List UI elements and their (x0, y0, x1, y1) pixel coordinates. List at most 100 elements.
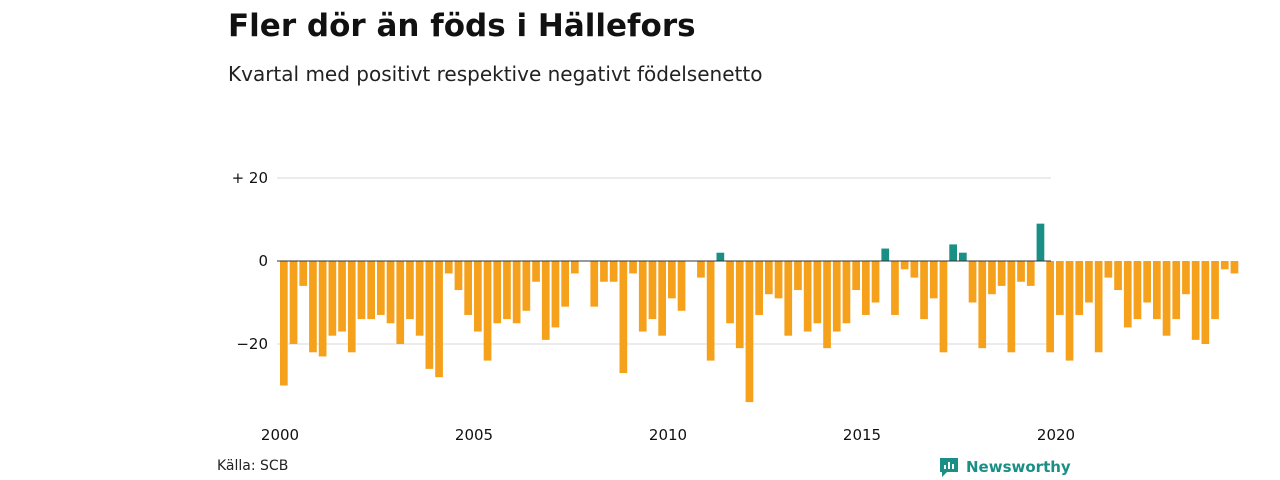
bar-negative (988, 261, 996, 295)
bar-negative (386, 261, 395, 324)
newsworthy-brand[interactable]: Newsworthy (938, 456, 1071, 478)
bar-negative (309, 261, 317, 353)
bars (280, 223, 1239, 403)
x-tick-label: 2005 (455, 426, 493, 444)
chart-title: Fler dör än föds i Hällefors (228, 8, 696, 44)
bar-negative (600, 261, 608, 282)
bar-negative (745, 261, 754, 403)
bar-negative (590, 261, 599, 307)
bar-negative (842, 261, 851, 324)
x-tick-label: 2020 (1037, 426, 1075, 444)
bar-negative (1230, 261, 1239, 274)
bar-negative (1211, 261, 1219, 320)
bar-negative (803, 261, 812, 332)
bar-negative (522, 261, 531, 311)
bar-positive (716, 252, 725, 261)
bar-negative (444, 261, 453, 274)
bar-negative (677, 261, 686, 311)
bar-negative (1114, 261, 1122, 291)
bar-negative (619, 261, 628, 374)
bar-negative (571, 261, 579, 274)
bar-negative (328, 261, 337, 336)
bar-negative (338, 261, 346, 332)
bar-negative (367, 261, 375, 320)
brand-name: Newsworthy (966, 458, 1071, 476)
bar-negative (318, 261, 327, 357)
bar-negative (551, 261, 560, 328)
bar-negative (900, 261, 909, 270)
bar-negative (464, 261, 472, 315)
bar-negative (784, 261, 793, 336)
bar-negative (532, 261, 540, 282)
bar-negative (891, 261, 899, 315)
bar-negative (435, 261, 443, 378)
bar-negative (1143, 261, 1151, 303)
bar-negative (425, 261, 434, 369)
bar-negative (512, 261, 521, 324)
bar-negative (1026, 261, 1035, 286)
bar-negative (561, 261, 569, 307)
bar-negative (609, 261, 618, 282)
gridlines (277, 177, 1051, 345)
bar-negative (726, 261, 734, 324)
x-tick-label: 2015 (843, 426, 881, 444)
y-tick-label: 0 (258, 252, 268, 270)
bar-negative (813, 261, 822, 324)
bar-positive (949, 244, 957, 261)
x-tick-label: 2000 (261, 426, 299, 444)
source-note: Källa: SCB (217, 458, 289, 474)
chart-subtitle: Kvartal med positivt respektive negativt… (228, 62, 763, 86)
bar-positive (881, 248, 890, 261)
bar-negative (871, 261, 880, 303)
axes: + 20 0 −20 2000 2005 2010 2015 2020 (232, 169, 1076, 444)
bar-negative (1046, 261, 1054, 353)
bar-negative (658, 261, 666, 336)
bar-negative (1123, 261, 1132, 328)
bar-negative (347, 261, 356, 353)
bar-negative (1007, 261, 1016, 353)
bar-negative (541, 261, 550, 340)
bar-negative (774, 261, 783, 299)
bar-negative (978, 261, 987, 349)
bar-negative (406, 261, 414, 320)
bar-negative (648, 261, 657, 320)
bar-negative (1065, 261, 1074, 361)
bar-negative (1075, 261, 1084, 315)
bar-negative (765, 261, 773, 295)
bar-negative (1172, 261, 1181, 320)
bar-negative (968, 261, 977, 303)
bar-negative (852, 261, 860, 291)
bar-negative (493, 261, 502, 324)
bar-negative (697, 261, 705, 278)
bar-negative (668, 261, 676, 299)
bar-negative (299, 261, 308, 286)
bar-negative (997, 261, 1006, 286)
bar-negative (1201, 261, 1210, 344)
bar-negative (1094, 261, 1103, 353)
bar-negative (706, 261, 715, 361)
x-tick-label: 2010 (649, 426, 687, 444)
bar-negative (1153, 261, 1161, 320)
bar-negative (483, 261, 492, 361)
bar-negative (377, 261, 385, 315)
bar-negative (280, 261, 288, 386)
bar-negative (415, 261, 424, 336)
bar-negative (396, 261, 405, 344)
bar-negative (823, 261, 831, 349)
bar-negative (755, 261, 763, 315)
bar-positive (959, 252, 967, 261)
bar-negative (1133, 261, 1142, 320)
bar-negative (1191, 261, 1200, 340)
bar-negative (474, 261, 482, 332)
newsworthy-logo-icon (940, 458, 958, 477)
bar-positive (1036, 223, 1045, 261)
y-tick-label: + 20 (232, 169, 268, 187)
bar-negative (862, 261, 870, 315)
bar-negative (1085, 261, 1093, 303)
bar-negative (832, 261, 841, 332)
bar-negative (939, 261, 948, 353)
bar-negative (1056, 261, 1064, 315)
bar-negative (1162, 261, 1171, 336)
bar-negative (638, 261, 647, 332)
